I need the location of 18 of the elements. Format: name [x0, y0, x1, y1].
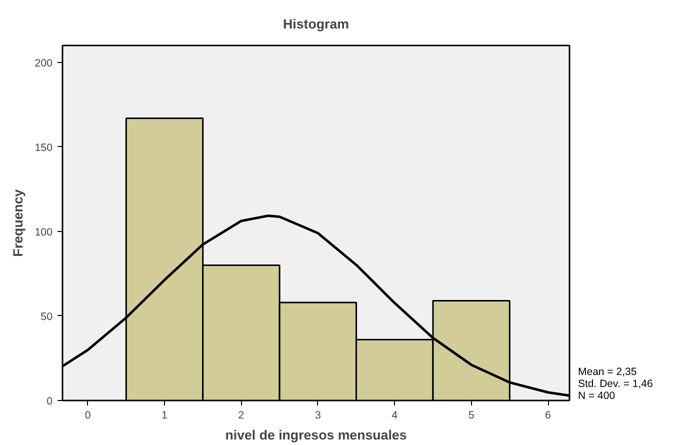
y-tick-label: 200: [34, 57, 53, 70]
x-tick-label: 5: [468, 410, 474, 422]
y-tick-label: 0: [46, 396, 53, 408]
text: Std. Dev. = 1,46: [578, 378, 653, 390]
y-tick-label: 100: [34, 226, 53, 238]
x-tick-label: 1: [162, 410, 168, 422]
text: N = 400: [578, 390, 616, 402]
x-tick-label: 4: [392, 410, 398, 422]
x-tick-label: 2: [238, 410, 244, 422]
y-tick-label: 150: [34, 142, 53, 154]
x-tick-label: 0: [84, 410, 91, 422]
y-tick-label: 50: [40, 310, 53, 323]
x-tick-label: 6: [545, 410, 552, 422]
y-axis-title: Frequency: [10, 188, 26, 257]
x-tick-label: 3: [314, 410, 321, 422]
chart-title: Histogram: [283, 16, 350, 32]
text: Mean = 2,35: [578, 366, 637, 378]
x-axis-title: nivel de ingresos mensuales: [225, 428, 407, 442]
